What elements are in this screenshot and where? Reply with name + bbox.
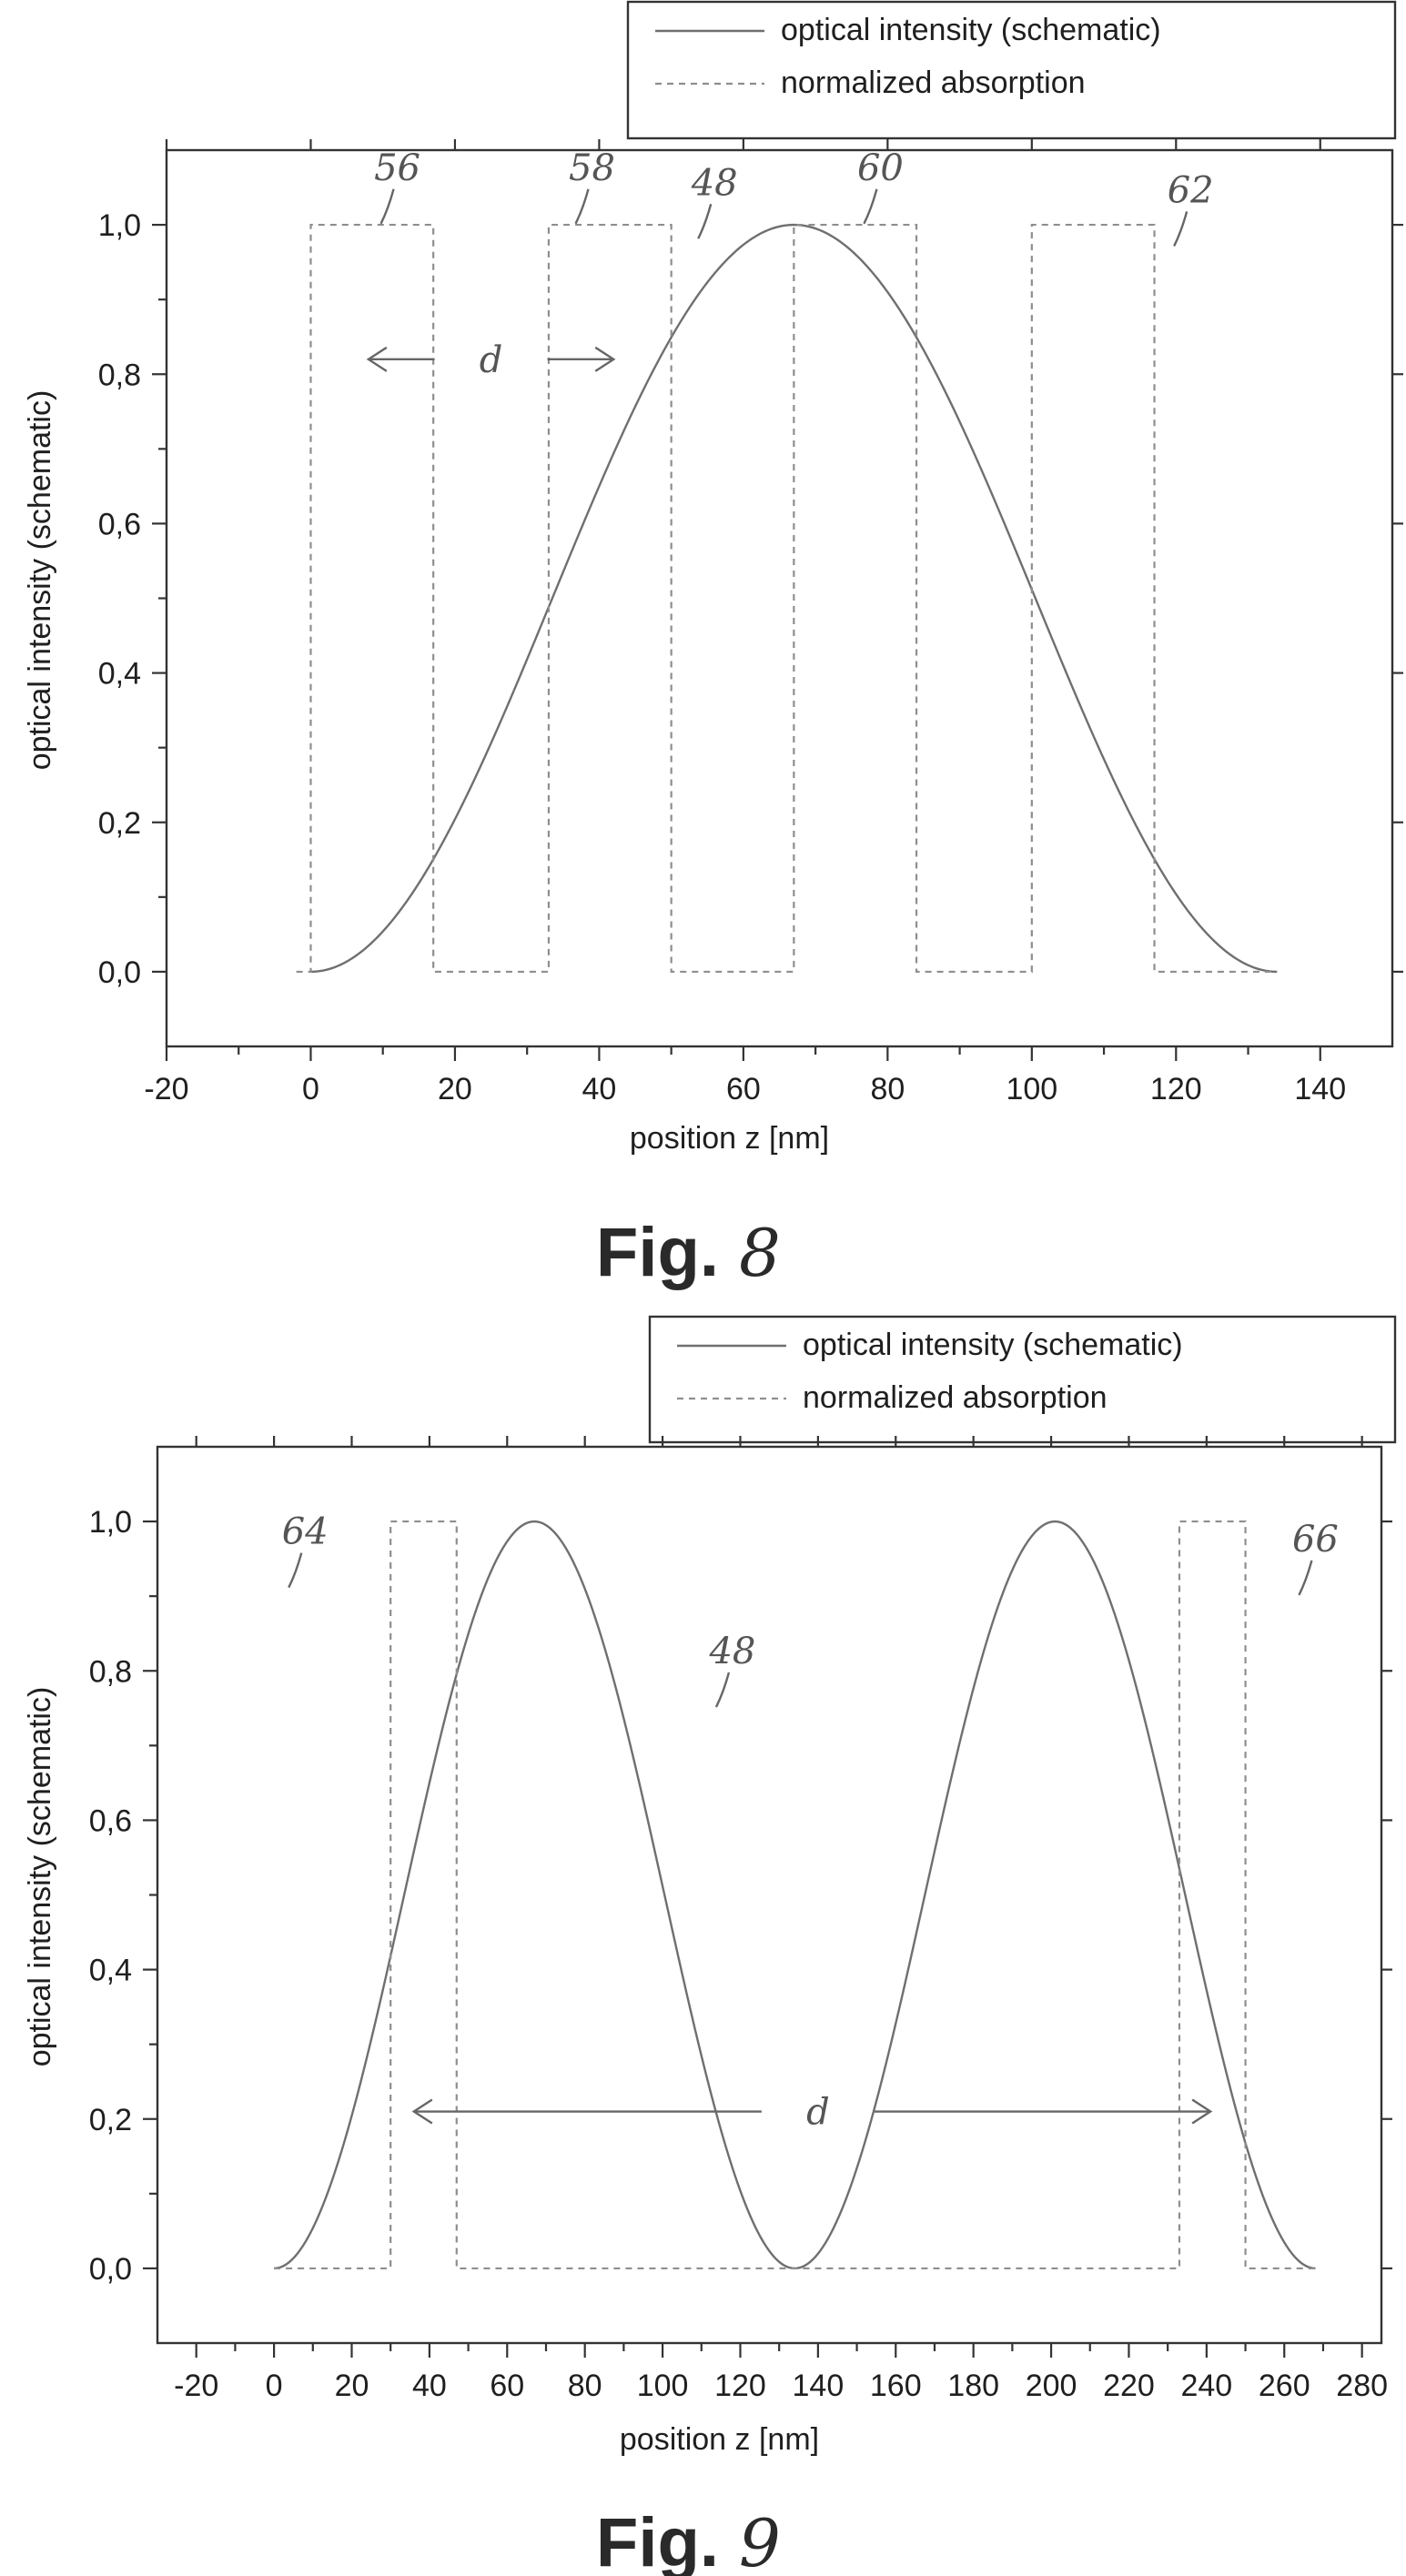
x-tick-label: 20	[438, 1072, 472, 1106]
reference-numeral: 48	[691, 162, 738, 204]
figure-number: 8	[739, 1215, 781, 1291]
absorption-profile	[274, 1520, 1316, 2270]
y-axis-label: optical intensity (schematic)	[23, 1687, 57, 2067]
y-tick-label: 1,0	[98, 208, 141, 243]
reference-numeral: 56	[374, 147, 420, 189]
plot-area	[165, 148, 1394, 1048]
leader-line	[1298, 1560, 1313, 1596]
x-tick-label: 240	[1180, 2369, 1232, 2403]
x-tick-label: 220	[1103, 2369, 1155, 2403]
x-tick-label: 20	[335, 2369, 369, 2403]
reference-numeral: 64	[282, 1511, 329, 1553]
plot-area	[156, 1445, 1383, 2345]
arrow-head-left	[411, 2098, 433, 2125]
reference-numeral: 62	[1168, 169, 1214, 211]
intensity-curve	[310, 223, 1278, 974]
reference-numeral: 58	[569, 147, 615, 189]
legend-box	[648, 1315, 1397, 1444]
leader-line	[379, 188, 395, 225]
absorption-profile	[296, 223, 1278, 974]
y-tick-label: 0,6	[98, 507, 141, 541]
x-tick-label: 80	[870, 1072, 905, 1106]
arrow-head-right	[594, 346, 616, 372]
x-tick-label: 280	[1336, 2369, 1388, 2403]
x-tick-label: 200	[1026, 2369, 1077, 2403]
x-tick-label: 0	[302, 1072, 319, 1106]
legend-entry: normalized absorption	[803, 1380, 1108, 1415]
distance-label: d	[480, 339, 503, 381]
y-tick-label: 0,4	[89, 1954, 132, 1988]
figure-label: Fig.	[596, 2504, 719, 2576]
y-tick-label: 0,6	[89, 1803, 132, 1838]
y-tick-label: 0,2	[89, 2103, 132, 2137]
figure-number: 9	[739, 2505, 781, 2576]
x-tick-label: 60	[726, 1072, 761, 1106]
y-tick-label: 0,0	[89, 2252, 132, 2287]
intensity-curve	[274, 1520, 1316, 2270]
x-tick-label: 140	[793, 2369, 845, 2403]
legend-entry: optical intensity (schematic)	[781, 13, 1161, 47]
y-tick-label: 0,8	[98, 358, 141, 392]
y-tick-label: 0,0	[98, 955, 141, 990]
leader-line	[1173, 211, 1189, 247]
x-tick-label: 260	[1259, 2369, 1310, 2403]
legend-entry: optical intensity (schematic)	[803, 1328, 1183, 1362]
leader-line	[714, 1672, 731, 1708]
legend-entry: normalized absorption	[781, 66, 1086, 100]
x-axis-label: position z [nm]	[630, 1121, 829, 1156]
leader-line	[288, 1552, 303, 1589]
y-tick-label: 1,0	[89, 1505, 132, 1540]
arrow-head-right	[1191, 2098, 1213, 2125]
leader-line	[863, 188, 878, 225]
y-tick-label: 0,4	[98, 657, 141, 692]
y-tick-label: 0,8	[89, 1654, 132, 1689]
leader-line	[574, 188, 590, 225]
x-tick-label: 100	[1006, 1072, 1057, 1106]
x-tick-label: 40	[412, 2369, 447, 2403]
x-tick-label: -20	[174, 2369, 218, 2403]
reference-numeral: 48	[708, 1631, 755, 1672]
y-tick-label: 0,2	[98, 806, 141, 841]
chart-fig-8: -20 0 20 40 60 80 100 120 140 0,0 0,2 0,4 0,6 0,8 1,0 p…	[23, 0, 1403, 1291]
chart-fig-9: -20 0 20 40 60 80 100 120 140 160 180 200 220 240 260 2…	[23, 1315, 1397, 2576]
reference-numeral: 60	[857, 147, 904, 189]
x-tick-label: 120	[1150, 1072, 1202, 1106]
x-tick-label: 180	[947, 2369, 999, 2403]
legend-box	[626, 0, 1397, 140]
x-tick-label: 80	[568, 2369, 602, 2403]
figure-label: Fig.	[596, 1214, 719, 1291]
leader-line	[697, 203, 713, 239]
reference-numeral: 66	[1292, 1519, 1339, 1561]
x-tick-label: 40	[582, 1072, 616, 1106]
arrow-head-left	[366, 346, 388, 372]
x-tick-label: -20	[144, 1072, 188, 1106]
x-axis-label: position z [nm]	[620, 2422, 819, 2457]
x-tick-label: 100	[637, 2369, 689, 2403]
distance-label: d	[806, 2092, 830, 2134]
x-tick-label: 60	[490, 2369, 524, 2403]
x-tick-label: 120	[714, 2369, 766, 2403]
y-axis-label: optical intensity (schematic)	[23, 390, 57, 771]
x-tick-label: 160	[870, 2369, 922, 2403]
x-tick-label: 0	[266, 2369, 283, 2403]
x-tick-label: 140	[1294, 1072, 1346, 1106]
